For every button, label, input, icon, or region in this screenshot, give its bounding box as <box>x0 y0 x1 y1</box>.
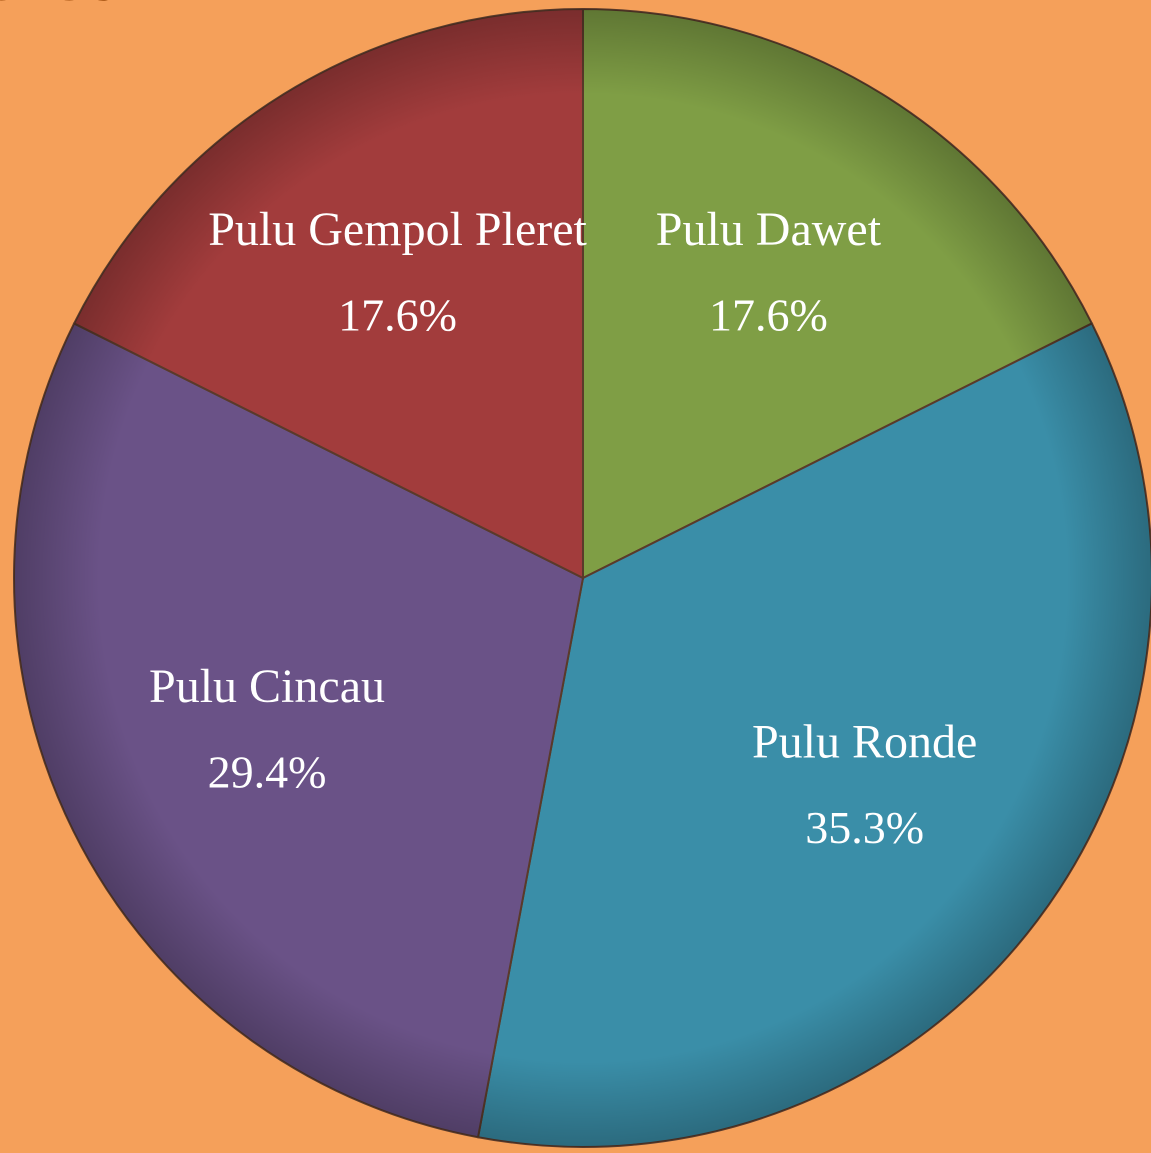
labels: Pulu Dawet 17.6% Pulu Ronde 35.3% Pulu Cinca… <box>149 203 977 853</box>
slice-label: Pulu Ronde <box>752 715 977 768</box>
slice-label: Pulu Dawet <box>656 203 882 256</box>
value-label: 17.6% <box>338 289 457 340</box>
pie <box>13 7 1151 1148</box>
slice-label: Pulu Gempol Pleret <box>208 203 587 256</box>
slice-label: Pulu Cincau <box>149 660 385 713</box>
value-label: 35.3% <box>805 802 924 853</box>
chart-title: lered <box>0 0 128 17</box>
value-label: 29.4% <box>208 746 327 797</box>
value-label: 17.6% <box>709 289 828 340</box>
